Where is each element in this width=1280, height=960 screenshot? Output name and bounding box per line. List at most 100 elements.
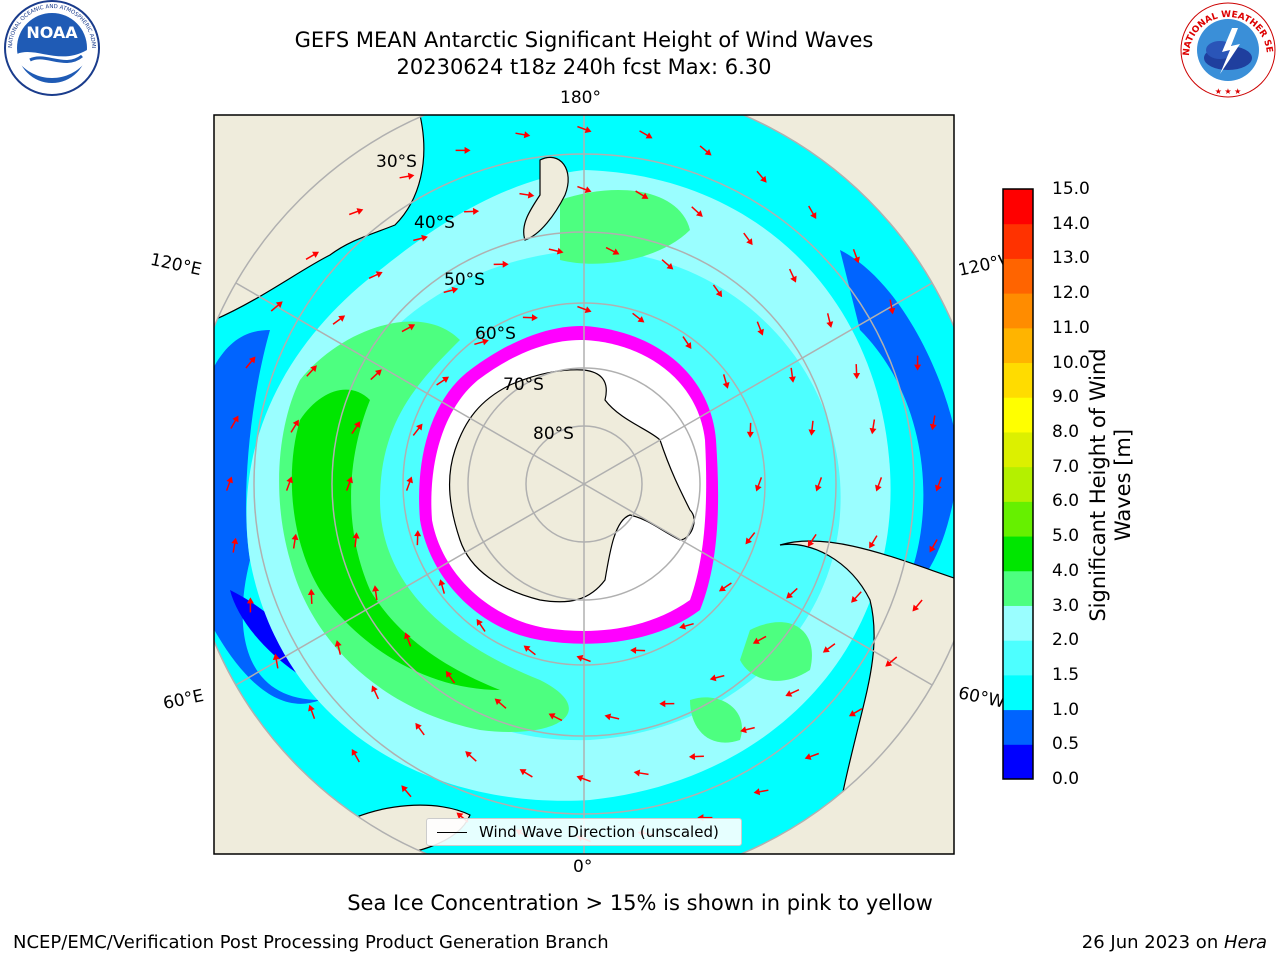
wave-arrow <box>661 259 674 270</box>
wave-arrow <box>401 324 416 333</box>
footer-date: 26 Jun 2023 on Hera <box>1082 932 1267 954</box>
wave-arrow <box>405 476 413 491</box>
wave-arrow <box>851 591 862 603</box>
wave-arrow <box>632 312 645 323</box>
wave-arrow <box>290 419 299 433</box>
colorbar-tick-label: 9.0 <box>1052 387 1080 408</box>
ocean-high-waves-sw <box>690 697 742 743</box>
colorbar-tick-label: 15.0 <box>1052 179 1090 199</box>
meridian-line <box>219 483 585 695</box>
wave-arrow <box>455 146 471 154</box>
land-corner-top-right <box>840 115 954 220</box>
wave-arrow <box>888 299 896 315</box>
wave-arrow <box>848 708 863 717</box>
wave-arrow <box>875 477 883 492</box>
new-zealand <box>523 156 569 241</box>
colorbar-segment <box>1003 431 1033 468</box>
wave-arrow <box>436 376 450 386</box>
wave-arrow <box>443 286 459 294</box>
colorbar-segment <box>1003 362 1033 398</box>
colorbar-tick-label: 1.5 <box>1052 664 1080 685</box>
colorbar-tick-label: 14.0 <box>1052 213 1090 234</box>
wave-arrow <box>756 321 764 336</box>
colorbar-segment <box>1003 466 1033 502</box>
wave-arrow <box>548 713 563 722</box>
wave-arrow <box>334 640 342 655</box>
wave-arrow <box>351 748 360 763</box>
wave-arrow <box>633 769 649 777</box>
colorbar-label: Significant Height of Wind Waves [m] <box>1086 348 1135 622</box>
colorbar-tick-label: 2.0 <box>1052 630 1080 651</box>
wave-arrow <box>659 700 675 708</box>
wave-arrow <box>523 645 536 656</box>
wave-arrow <box>370 369 382 381</box>
wave-arrow <box>577 125 592 133</box>
wave-arrow <box>709 674 725 682</box>
wave-arrow <box>869 535 878 549</box>
colorbar-tick-label: 5.0 <box>1052 526 1080 547</box>
colorbar-segment <box>1003 674 1033 711</box>
colorbar-segment <box>1003 327 1033 364</box>
wave-arrow <box>808 205 817 220</box>
wave-arrow <box>332 315 346 325</box>
wave-arrow <box>807 533 817 547</box>
wave-arrow <box>785 688 800 697</box>
lat-label-50s: 50°S <box>444 270 485 290</box>
lat-label-60s: 60°S <box>475 324 516 344</box>
meridian-line <box>583 273 949 485</box>
colorbar-tick-label: 0.0 <box>1052 769 1080 789</box>
wave-arrow <box>604 713 620 721</box>
wave-arrow <box>679 622 694 630</box>
ocean-high-waves-ne <box>560 190 690 264</box>
wave-arrow <box>745 532 756 545</box>
wave-arrow <box>372 585 380 601</box>
sea-ice-note: Sea Ice Concentration > 15% is shown in … <box>347 891 933 915</box>
wave-arrow <box>699 145 712 156</box>
wave-arrow <box>225 476 233 491</box>
wave-arrow <box>493 260 509 268</box>
wave-arrow <box>519 769 533 778</box>
wave-arrow <box>869 419 877 435</box>
wave-arrow <box>804 752 820 760</box>
wave-arrow <box>246 597 254 613</box>
footer-date-text: 26 Jun 2023 on <box>1081 932 1224 953</box>
wave-arrow <box>305 251 320 260</box>
svg-text:★ ★ ★: ★ ★ ★ <box>1215 87 1242 96</box>
colorbar-segment <box>1003 293 1033 329</box>
wave-arrow <box>746 422 754 438</box>
wave-arrow <box>682 336 692 350</box>
wave-arrow <box>691 206 703 217</box>
colorbar-segment <box>1003 536 1033 572</box>
wave-arrow <box>371 685 380 700</box>
wave-arrow <box>465 751 477 762</box>
wave-arrow <box>291 533 299 549</box>
colorbar-segment <box>1003 258 1033 294</box>
wave-arrow <box>351 421 361 435</box>
wave-arrow <box>743 232 753 246</box>
colorbar-segment <box>1003 640 1033 676</box>
wave-arrow <box>788 367 796 383</box>
wave-arrow <box>688 753 704 761</box>
colorbar-segment <box>1003 189 1033 225</box>
map-frame <box>213 114 955 855</box>
wave-arrow <box>438 579 446 594</box>
wave-arrow <box>630 646 646 654</box>
wave-arrow <box>635 190 649 199</box>
wave-arrow <box>245 356 256 369</box>
wave-arrow <box>929 539 938 553</box>
wave-arrow <box>912 599 923 612</box>
legend: Wind Wave Direction (unscaled) <box>426 818 742 846</box>
wave-arrow <box>826 313 834 328</box>
wave-arrow <box>788 268 797 283</box>
lon-label-top: 180° <box>560 88 601 108</box>
footer-host: Hera <box>1223 932 1267 953</box>
wave-arrow <box>519 191 535 199</box>
chart-subtitle: 20230624 t18z 240h fcst Max: 6.30 <box>396 55 772 79</box>
colorbar-tick-label: 1.0 <box>1052 699 1080 720</box>
colorbar-segment <box>1003 223 1033 259</box>
wave-arrow <box>307 588 315 604</box>
colorbar <box>1002 188 1034 780</box>
colorbar-segment <box>1003 744 1033 780</box>
wave-arrow <box>522 314 538 322</box>
